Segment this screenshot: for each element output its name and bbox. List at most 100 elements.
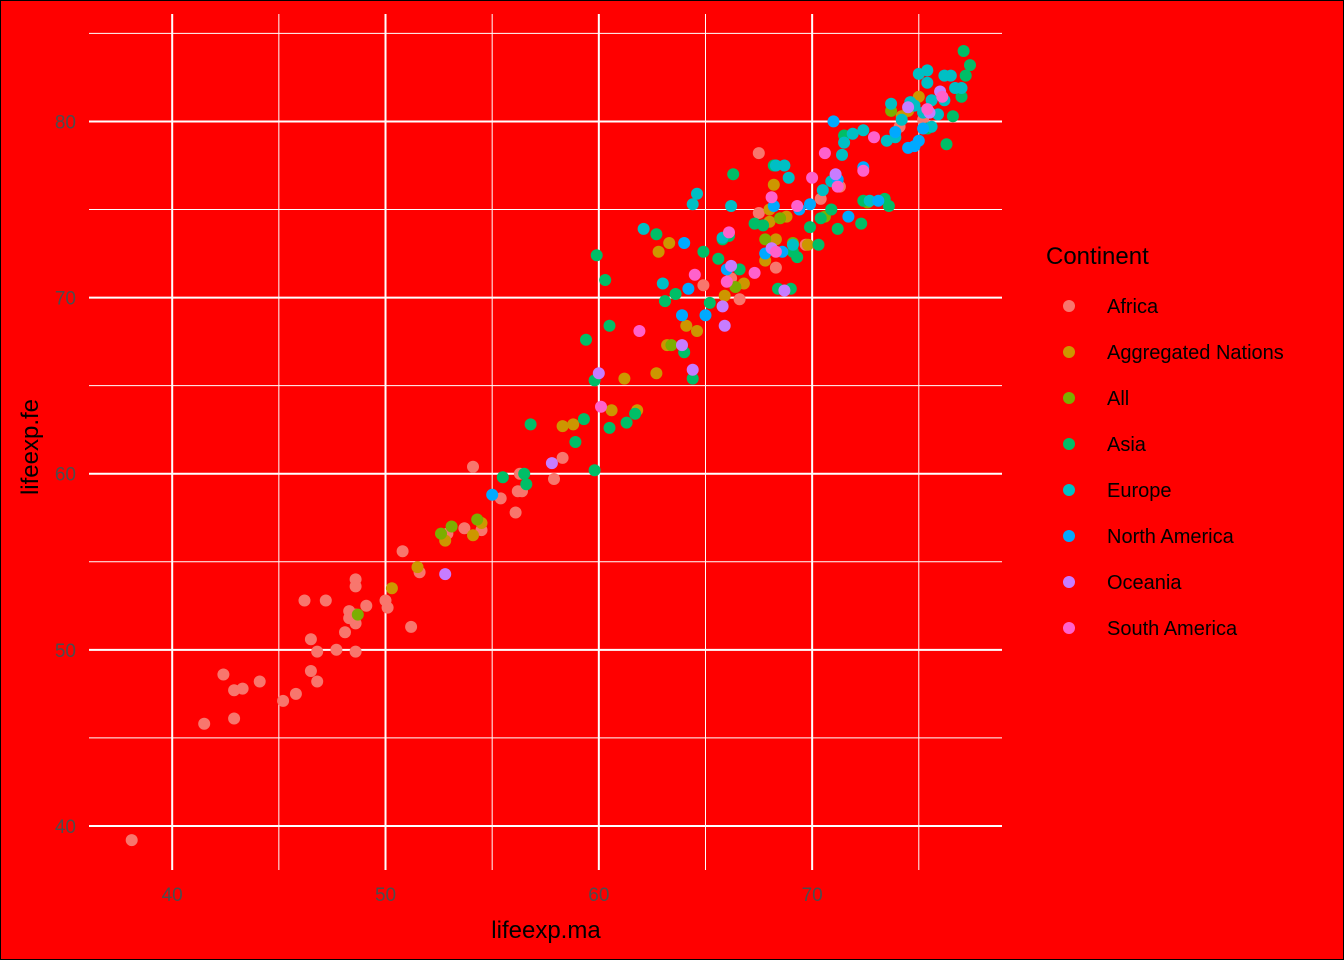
data-point [520,478,533,491]
data-point [846,127,859,140]
data-point [686,198,699,211]
data-point [774,212,787,225]
data-point [217,668,230,681]
legend-key [1063,484,1075,496]
legend-label: North America [1107,526,1235,548]
data-point [228,712,241,725]
data-point [652,245,665,258]
data-point [872,194,885,207]
data-point [439,568,452,581]
data-point [656,277,669,290]
data-point [936,90,949,103]
data-point [330,643,343,656]
data-point [298,594,311,607]
data-point [311,675,324,688]
data-point [829,168,842,181]
data-point [806,171,819,184]
data-point [836,148,848,161]
data-point [588,464,601,477]
data-point [663,237,676,249]
data-point [311,645,324,658]
data-point [545,457,558,470]
legend-label: Europe [1107,480,1172,502]
data-point [718,319,731,332]
data-point [518,467,531,480]
data-point [752,147,765,160]
data-point [814,212,827,225]
data-point [778,284,791,297]
data-point [349,573,362,586]
data-point [855,217,868,230]
data-point [277,694,290,707]
x-tick-label: 70 [802,885,823,906]
data-point [921,76,934,89]
data-point [921,103,934,116]
data-point [577,413,590,426]
data-point [688,268,701,281]
data-point [669,288,682,300]
data-point [842,210,855,223]
data-point [716,300,729,313]
data-point [831,180,844,193]
data-point [723,226,735,239]
data-point [697,245,710,258]
data-point [917,122,930,135]
data-point [857,164,870,177]
data-point [769,159,782,172]
data-point [786,238,799,251]
data-point [339,626,351,639]
data-point [752,207,765,219]
data-point [289,687,302,700]
data-point [712,252,725,265]
data-point [304,665,317,677]
minor-gridlines [89,14,1002,870]
data-point [818,147,831,160]
x-axis-title: lifeexp.ma [491,917,601,944]
data-point [863,194,876,207]
y-tick-label: 50 [55,641,76,662]
data-point [405,620,418,633]
data-point [912,134,925,147]
data-point [304,633,317,646]
data-point [458,522,471,535]
data-point [757,219,770,232]
legend-key [1063,438,1075,450]
data-point [791,251,804,264]
data-point [725,259,738,272]
data-point [699,309,712,322]
legend-key [1063,622,1075,634]
legend-label: Africa [1107,296,1159,318]
legend-label: All [1107,388,1129,410]
y-tick-label: 40 [55,817,76,838]
data-point [882,200,895,212]
data-point [605,404,618,417]
data-point [603,319,616,332]
data-point [435,527,447,540]
data-point [411,561,424,574]
x-tick-label: 40 [162,885,183,906]
data-point [778,159,791,172]
data-point [889,126,902,138]
data-point [868,131,880,144]
legend-key [1063,346,1075,358]
legend-title: Continent [1046,243,1149,270]
data-point [946,110,959,123]
data-point [524,418,537,431]
legend-label: Aggregated Nations [1107,342,1284,364]
data-points [125,45,976,847]
data-point [769,245,782,258]
major-gridlines [89,14,1002,870]
data-point [827,115,840,128]
data-point [650,228,663,241]
data-point [921,64,934,77]
data-point [467,460,479,473]
data-point [682,282,695,295]
data-point [791,200,804,212]
data-point [831,222,844,235]
data-point [659,295,671,308]
data-point [759,233,772,246]
data-point [725,200,738,212]
data-point [816,184,829,197]
x-axis-ticks: 40 50 60 70 [162,885,823,906]
